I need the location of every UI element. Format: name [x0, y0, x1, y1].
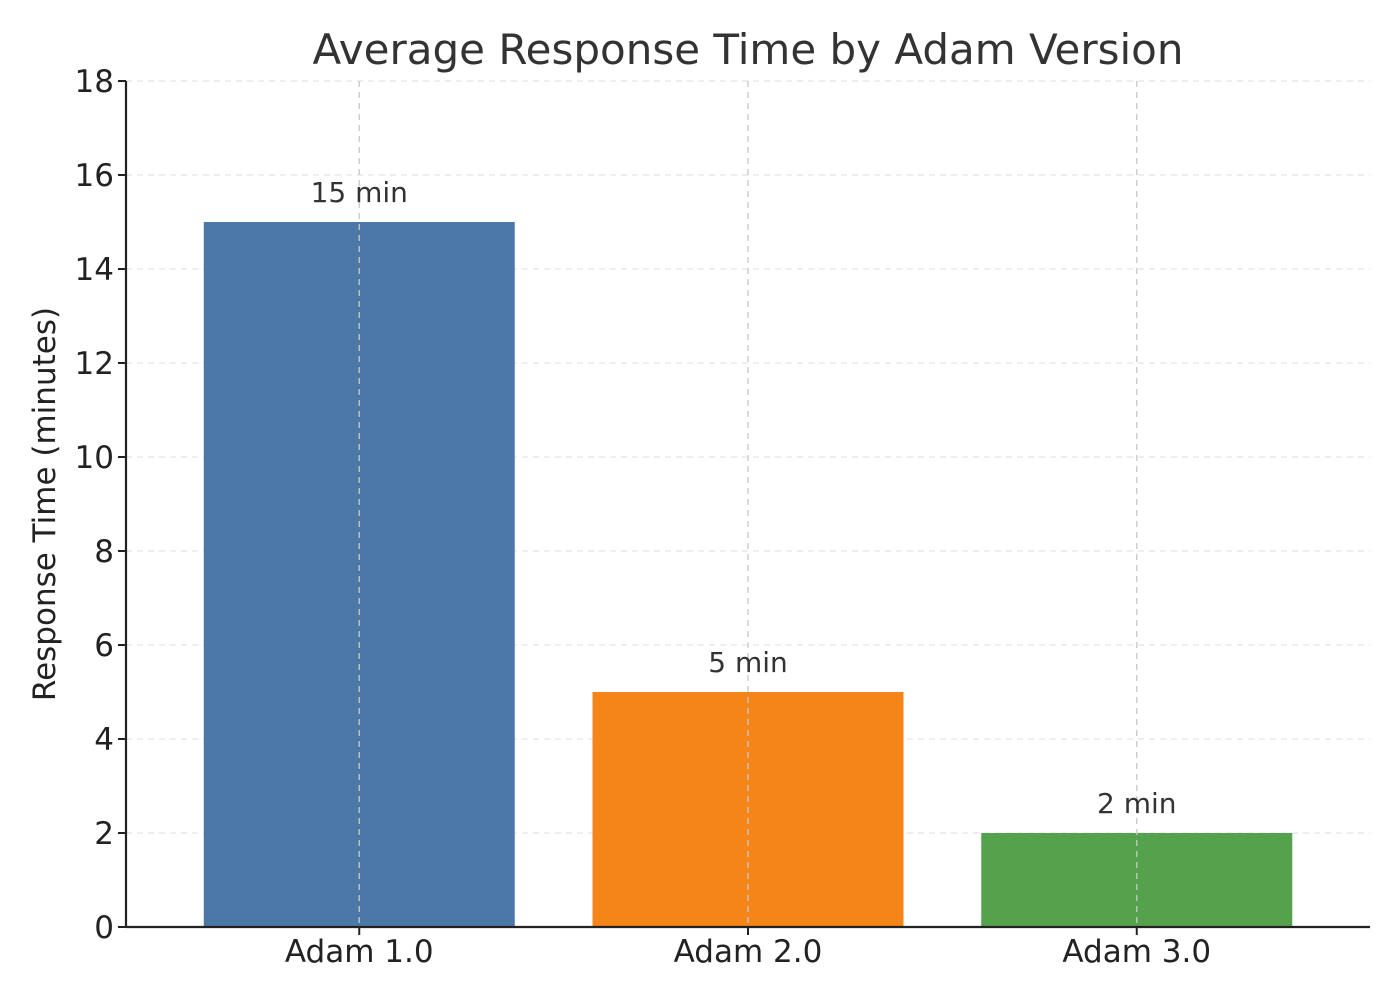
bar — [981, 833, 1293, 927]
y-tick-label: 14 — [75, 252, 114, 288]
x-tick-label: Adam 2.0 — [674, 934, 823, 970]
x-tick-label: Adam 3.0 — [1062, 934, 1211, 970]
y-tick-label: 2 — [94, 816, 114, 852]
y-tick-label: 12 — [75, 346, 114, 382]
bar-value-label: 2 min — [1097, 787, 1177, 820]
y-tick-label: 10 — [75, 440, 114, 476]
y-tick-label: 4 — [94, 722, 114, 758]
bar-value-label: 5 min — [708, 646, 788, 679]
y-axis-label: Response Time (minutes) — [27, 307, 63, 701]
y-tick-label: 8 — [94, 534, 114, 570]
chart-title: Average Response Time by Adam Version — [313, 25, 1184, 74]
y-tick-label: 18 — [75, 64, 114, 100]
y-tick-label: 16 — [75, 158, 114, 194]
x-tick-label: Adam 1.0 — [285, 934, 434, 970]
bar-value-label: 15 min — [311, 176, 408, 209]
vertical-grid — [358, 81, 1138, 927]
y-tick-label: 0 — [94, 910, 114, 946]
data-labels: 15 min 5 min 2 min — [311, 176, 1177, 820]
ticks: 0 2 4 6 8 10 12 14 16 18 Adam 1.0 Adam 2.0 Adam 3.0 — [75, 64, 1212, 970]
y-tick-label: 6 — [94, 628, 114, 664]
